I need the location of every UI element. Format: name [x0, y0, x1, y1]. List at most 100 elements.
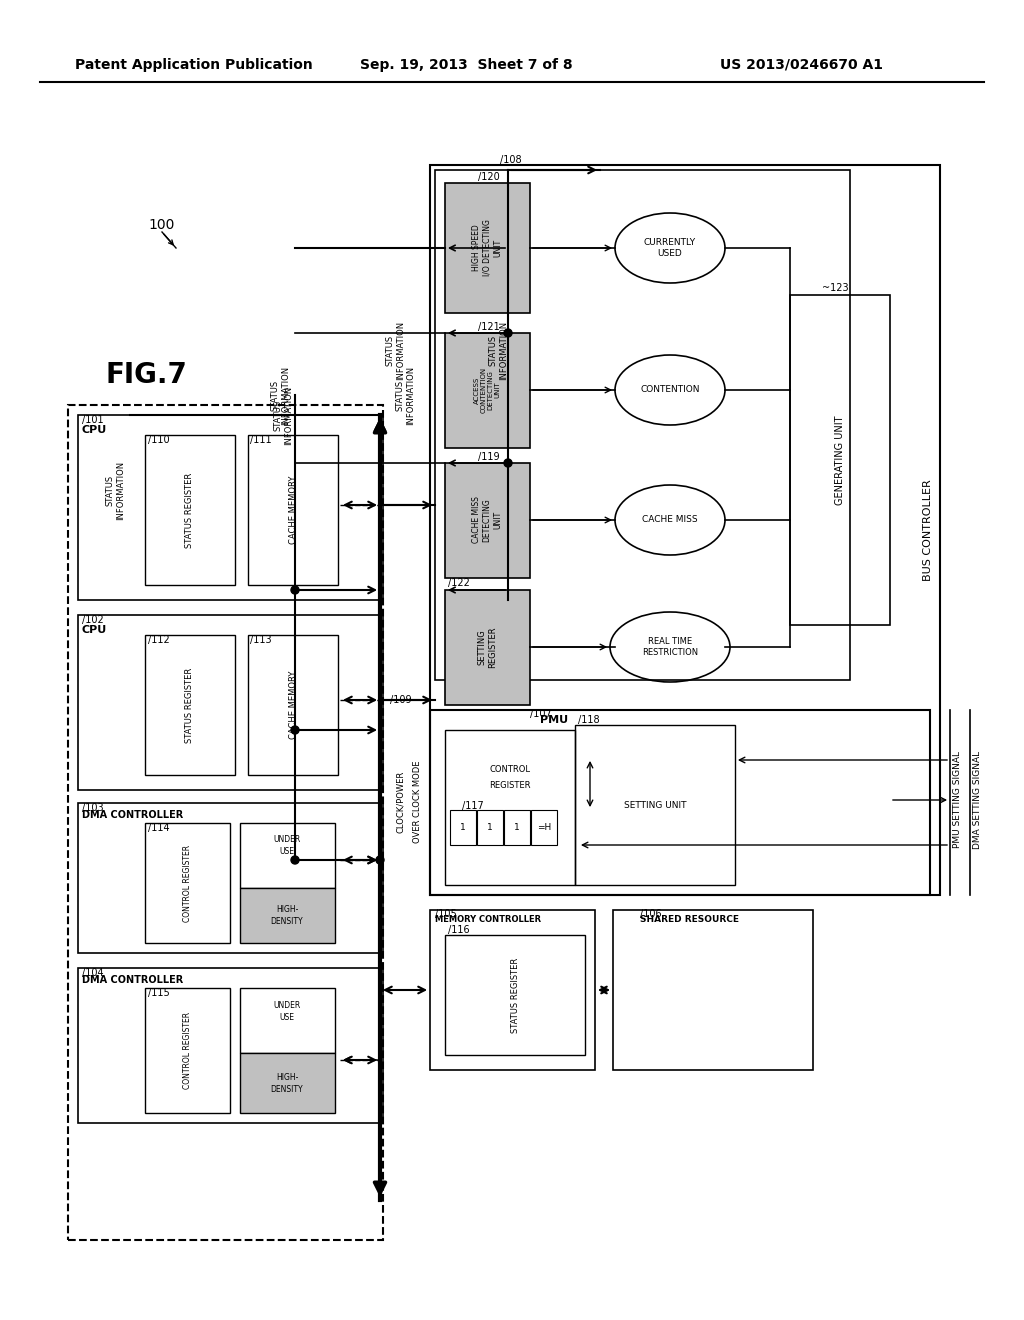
Text: STATUS
INFORMATION: STATUS INFORMATION [105, 461, 125, 520]
Bar [477, 810, 503, 845]
Bar [790, 294, 890, 624]
Bar [240, 822, 335, 888]
Text: BUS CONTROLLER: BUS CONTROLLER [923, 479, 933, 581]
Text: HIGH-: HIGH- [275, 1072, 298, 1081]
Text: STATUS
INFORMATION: STATUS INFORMATION [488, 321, 508, 380]
Circle shape [291, 726, 299, 734]
Bar [430, 165, 940, 895]
Bar [430, 710, 930, 895]
Bar [613, 909, 813, 1071]
Bar [504, 810, 530, 845]
Text: 1: 1 [460, 822, 466, 832]
Text: /105: /105 [435, 909, 457, 919]
Text: /102: /102 [82, 615, 103, 624]
Text: /110: /110 [148, 436, 170, 445]
Text: DMA CONTROLLER: DMA CONTROLLER [82, 975, 183, 985]
Text: /120: /120 [478, 172, 500, 182]
Bar [78, 968, 383, 1123]
Text: MEMORY CONTROLLER: MEMORY CONTROLLER [435, 916, 541, 924]
Text: 1: 1 [487, 822, 493, 832]
Bar [575, 725, 735, 884]
Bar [145, 822, 230, 942]
Text: STATUS
INFORMATION: STATUS INFORMATION [385, 321, 404, 380]
Text: REAL TIME
RESTRICTION: REAL TIME RESTRICTION [642, 638, 698, 657]
Bar [445, 183, 530, 313]
Text: STATUS REGISTER: STATUS REGISTER [185, 668, 195, 743]
Text: SHARED RESOURCE: SHARED RESOURCE [640, 916, 739, 924]
Bar [240, 1053, 335, 1113]
Bar [450, 810, 476, 845]
Bar [145, 436, 234, 585]
Text: CONTENTION: CONTENTION [640, 385, 699, 395]
Text: STATUS
INFORMATION: STATUS INFORMATION [395, 366, 415, 425]
Text: STATUS REGISTER: STATUS REGISTER [511, 957, 519, 1032]
Text: /107: /107 [530, 709, 552, 719]
Bar [248, 635, 338, 775]
Text: DENSITY: DENSITY [270, 917, 303, 927]
Text: ACCESS
CONTENTION
DETECTING
UNIT: ACCESS CONTENTION DETECTING UNIT [473, 367, 501, 413]
Text: STATUS
INFORMATION: STATUS INFORMATION [270, 366, 290, 425]
Text: /106: /106 [640, 909, 662, 919]
Bar [531, 810, 557, 845]
Text: PMU: PMU [540, 715, 568, 725]
Text: DMA CONTROLLER: DMA CONTROLLER [82, 810, 183, 820]
Text: OVER CLOCK MODE: OVER CLOCK MODE [414, 760, 423, 843]
Bar [78, 615, 383, 789]
Text: /122: /122 [449, 578, 470, 587]
Text: PMU SETTING SIGNAL: PMU SETTING SIGNAL [953, 751, 963, 849]
Bar [68, 405, 383, 1239]
Bar [430, 909, 595, 1071]
Bar [78, 414, 383, 601]
Text: CONTROL REGISTER: CONTROL REGISTER [182, 845, 191, 921]
Text: DENSITY: DENSITY [270, 1085, 303, 1093]
Text: SETTING UNIT: SETTING UNIT [624, 800, 686, 809]
Circle shape [291, 586, 299, 594]
Text: /113: /113 [250, 635, 271, 645]
Text: CACHE MEMORY: CACHE MEMORY [289, 475, 298, 544]
Text: CLOCK/POWER: CLOCK/POWER [395, 771, 404, 833]
Bar [445, 935, 585, 1055]
Text: /121: /121 [478, 322, 500, 333]
Text: CACHE MISS
DETECTING
UNIT: CACHE MISS DETECTING UNIT [472, 496, 502, 544]
Text: CONTROL REGISTER: CONTROL REGISTER [182, 1011, 191, 1089]
Text: 1: 1 [514, 822, 520, 832]
Text: GENERATING UNIT: GENERATING UNIT [835, 416, 845, 504]
Bar [240, 888, 335, 942]
Text: /119: /119 [478, 451, 500, 462]
Circle shape [504, 329, 512, 337]
Text: /109: /109 [390, 696, 412, 705]
Text: /116: /116 [449, 925, 470, 935]
Text: CURRENTLY
USED: CURRENTLY USED [644, 239, 696, 257]
Text: /117: /117 [462, 801, 483, 810]
Text: /101: /101 [82, 414, 103, 425]
Text: 100: 100 [148, 218, 174, 232]
Text: CONTROL: CONTROL [489, 766, 530, 775]
Bar [435, 170, 850, 680]
Text: HIGH SPEED
I/O DETECTING
UNIT: HIGH SPEED I/O DETECTING UNIT [472, 219, 502, 276]
Text: CACHE MISS: CACHE MISS [642, 516, 697, 524]
Bar [248, 436, 338, 585]
Text: /104: /104 [82, 968, 103, 978]
Text: /114: /114 [148, 822, 170, 833]
Text: SETTING
REGISTER: SETTING REGISTER [477, 626, 497, 668]
Text: Sep. 19, 2013  Sheet 7 of 8: Sep. 19, 2013 Sheet 7 of 8 [360, 58, 572, 73]
Text: REGISTER: REGISTER [489, 780, 530, 789]
Bar [240, 987, 335, 1053]
Text: UNDER: UNDER [273, 836, 301, 845]
Text: CACHE MEMORY: CACHE MEMORY [289, 671, 298, 739]
Text: /118: /118 [578, 715, 600, 725]
Text: USE: USE [280, 1012, 295, 1022]
Text: CPU: CPU [82, 624, 108, 635]
Text: US 2013/0246670 A1: US 2013/0246670 A1 [720, 58, 883, 73]
Text: /111: /111 [250, 436, 271, 445]
Circle shape [504, 459, 512, 467]
Bar [445, 590, 530, 705]
Text: CPU: CPU [82, 425, 108, 436]
Text: DMA SETTING SIGNAL: DMA SETTING SIGNAL [974, 751, 982, 849]
Text: /115: /115 [148, 987, 170, 998]
Text: /108: /108 [500, 154, 521, 165]
Circle shape [291, 855, 299, 865]
Circle shape [376, 855, 384, 865]
Text: /112: /112 [148, 635, 170, 645]
Text: =H: =H [537, 822, 551, 832]
